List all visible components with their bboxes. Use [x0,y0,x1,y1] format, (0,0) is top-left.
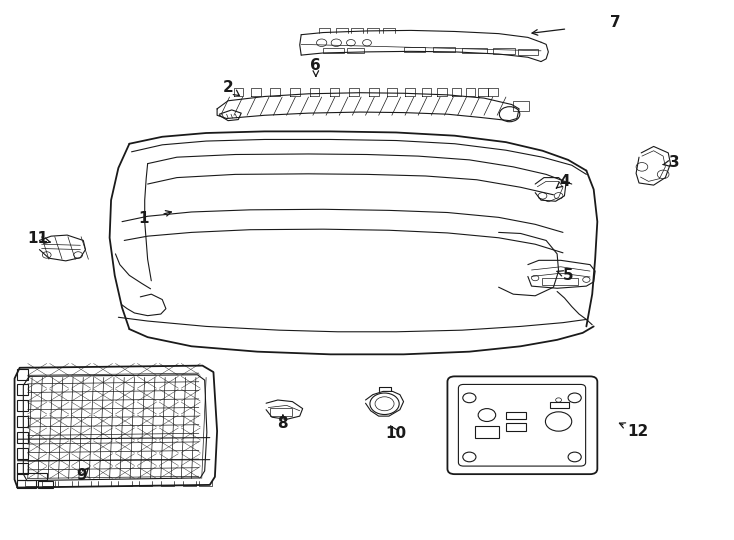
Bar [18,416,28,427]
Text: 4: 4 [559,174,570,189]
Bar [404,47,426,52]
Bar [462,48,487,53]
Text: 10: 10 [385,427,407,441]
Bar [542,278,578,285]
Text: 9: 9 [76,468,87,483]
Bar [513,102,529,111]
Bar [18,473,47,480]
Bar [517,49,538,55]
Bar [18,480,36,488]
Bar [18,400,28,411]
Bar [506,423,526,431]
Text: 1: 1 [139,212,149,226]
Text: 3: 3 [669,155,680,170]
Bar [270,408,292,416]
Bar [433,47,455,52]
Bar [18,369,28,380]
Bar [493,48,515,54]
Text: 6: 6 [310,58,321,73]
Bar [18,463,28,474]
Bar [38,481,53,488]
Text: 7: 7 [610,15,621,30]
Bar [346,48,364,53]
Text: 2: 2 [222,80,233,95]
Bar [18,432,28,443]
Bar [475,426,498,437]
Text: 12: 12 [627,424,648,438]
Bar [323,48,344,53]
Bar [18,448,28,459]
Bar [18,384,28,395]
Text: 8: 8 [277,416,288,430]
Bar [506,412,526,420]
Bar [550,402,569,408]
Text: 11: 11 [27,231,48,246]
Text: 5: 5 [563,268,573,283]
